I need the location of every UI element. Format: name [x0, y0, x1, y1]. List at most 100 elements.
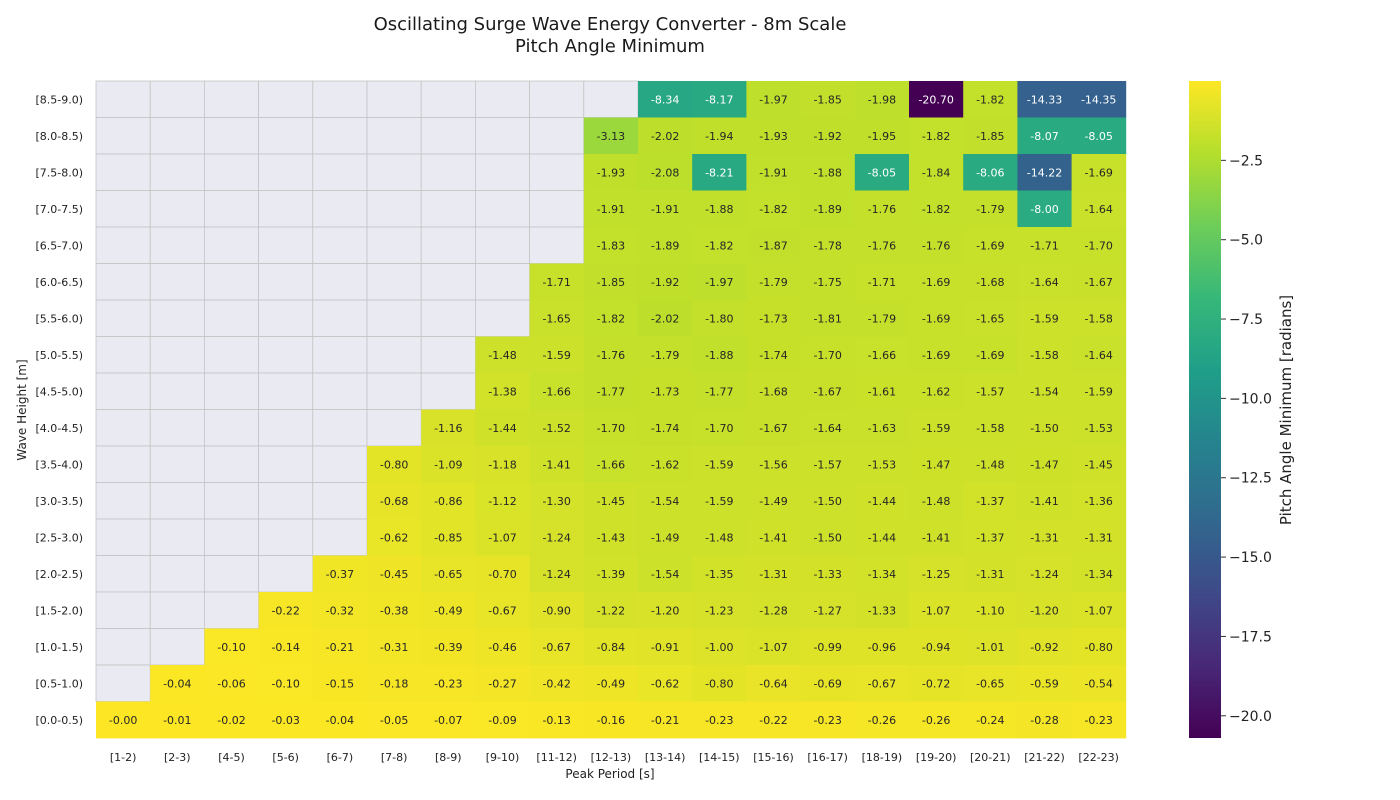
heatmap-cell [529, 263, 585, 301]
heatmap-cell [1017, 154, 1072, 191]
heatmap-cell [1071, 628, 1127, 666]
x-tick-label: [19-20) [916, 751, 957, 764]
heatmap-cell [258, 701, 314, 739]
x-tick-labels: [1-2) [2-3) [4-5) [5-6) [6-7) [7-8) [8-9) [9-10… [110, 751, 1119, 764]
x-tick-label: [5-6) [272, 751, 299, 764]
cell-value-label: -0.26 [922, 714, 950, 727]
heatmap-cell [800, 592, 856, 629]
cell-value-label: -1.38 [488, 385, 516, 398]
heatmap-cell [800, 154, 856, 191]
cell-value-label: -1.00 [705, 641, 733, 654]
cell-value-label: -1.79 [868, 312, 896, 325]
heatmap-cell [1071, 446, 1127, 483]
heatmap-cell-empty [366, 80, 422, 118]
cell-value-label: -1.64 [1084, 349, 1112, 362]
cell-value-label: -1.12 [488, 495, 516, 508]
heatmap-cell [1017, 190, 1072, 228]
cell-value-label: -1.58 [1030, 349, 1058, 362]
cell-value-label: -0.67 [868, 677, 896, 690]
heatmap-cell-empty [203, 372, 259, 410]
cell-value-label: -1.59 [705, 495, 733, 508]
cell-value-label: -1.68 [759, 385, 787, 398]
heatmap-cell [367, 592, 422, 629]
heatmap-cell [150, 665, 205, 702]
cell-value-label: -0.80 [1084, 641, 1112, 654]
heatmap-cell-empty [474, 117, 530, 155]
y-tick-label: [2.0-2.5) [35, 568, 83, 581]
cell-value-label: -1.48 [976, 458, 1004, 471]
x-tick-label: [14-15) [699, 751, 740, 764]
heatmap-cell-empty [95, 190, 151, 228]
heatmap-cell-empty [366, 117, 422, 155]
heatmap-cell [854, 154, 910, 191]
heatmap-cell-empty [258, 445, 314, 483]
cell-value-label: -8.07 [1030, 130, 1058, 143]
heatmap-cell [638, 665, 693, 702]
cell-value-label: -3.13 [597, 130, 625, 143]
cell-value-label: -1.20 [1030, 604, 1058, 617]
cell-value-label: -0.10 [217, 641, 245, 654]
cell-value-label: -1.95 [868, 130, 896, 143]
cell-value-label: -1.70 [1084, 239, 1112, 252]
heatmap-cell [692, 628, 747, 666]
heatmap-cell [1017, 373, 1072, 410]
heatmap-cell [638, 227, 693, 264]
cell-value-label: -1.59 [1084, 385, 1112, 398]
colorbar-tick-label: −20.0 [1229, 709, 1272, 725]
cell-value-label: -1.81 [813, 312, 841, 325]
cell-value-label: -1.58 [1084, 312, 1112, 325]
heatmap-cell-empty [203, 555, 259, 593]
cell-value-label: -1.58 [976, 422, 1004, 435]
heatmap-cell [746, 482, 801, 520]
heatmap-cell-empty [149, 80, 205, 118]
heatmap-cell [367, 701, 422, 739]
heatmap-cell [963, 336, 1018, 374]
y-tick-label: [4.5-5.0) [35, 385, 83, 398]
cell-value-label: -2.02 [651, 312, 679, 325]
cell-value-label: -1.80 [705, 312, 733, 325]
heatmap-cell-empty [258, 299, 314, 337]
cell-value-label: -1.64 [1030, 276, 1058, 289]
heatmap-cell [800, 336, 856, 374]
cell-value-label: -1.07 [922, 604, 950, 617]
heatmap-cell-empty [312, 445, 368, 483]
heatmap-cell [854, 300, 910, 337]
heatmap-cell [583, 701, 639, 739]
cell-value-label: -14.33 [1027, 93, 1062, 106]
cell-value-label: -1.82 [922, 203, 950, 216]
colorbar-tick-label: −15.0 [1229, 550, 1272, 566]
heatmap-cell [692, 701, 747, 739]
heatmap-cell [692, 263, 747, 301]
heatmap-cell [475, 482, 530, 520]
cell-value-label: -0.85 [434, 531, 462, 544]
cell-value-label: -0.49 [434, 604, 462, 617]
cell-value-label: -1.33 [868, 604, 896, 617]
cell-value-label: -0.02 [217, 714, 245, 727]
cell-value-label: -1.01 [976, 641, 1004, 654]
colorbar-tick-label: −12.5 [1229, 471, 1272, 487]
heatmap-cell-empty [258, 190, 314, 228]
cell-value-label: -1.61 [868, 385, 896, 398]
cell-value-label: -1.52 [542, 422, 570, 435]
heatmap-cell [638, 592, 693, 629]
y-tick-label: [0.0-0.5) [35, 714, 83, 727]
heatmap-cell [692, 592, 747, 629]
heatmap-cell [909, 665, 964, 702]
cell-value-label: -1.56 [759, 458, 787, 471]
heatmap-cell [583, 482, 639, 520]
cell-value-label: -1.89 [813, 203, 841, 216]
heatmap-cell-empty [203, 482, 259, 520]
heatmap-cell [583, 336, 639, 374]
cell-value-label: -1.22 [597, 604, 625, 617]
heatmap-cell-empty [258, 336, 314, 374]
heatmap-cell [854, 665, 910, 702]
heatmap-cell [638, 263, 693, 301]
heatmap-cell [963, 446, 1018, 483]
heatmap-cell [800, 701, 856, 739]
heatmap-cell-empty [149, 518, 205, 556]
heatmap-cell-empty [203, 117, 259, 155]
heatmap-cell [1017, 300, 1072, 337]
cell-value-label: -1.48 [705, 531, 733, 544]
cell-value-label: -1.88 [705, 349, 733, 362]
cell-value-label: -1.67 [813, 385, 841, 398]
